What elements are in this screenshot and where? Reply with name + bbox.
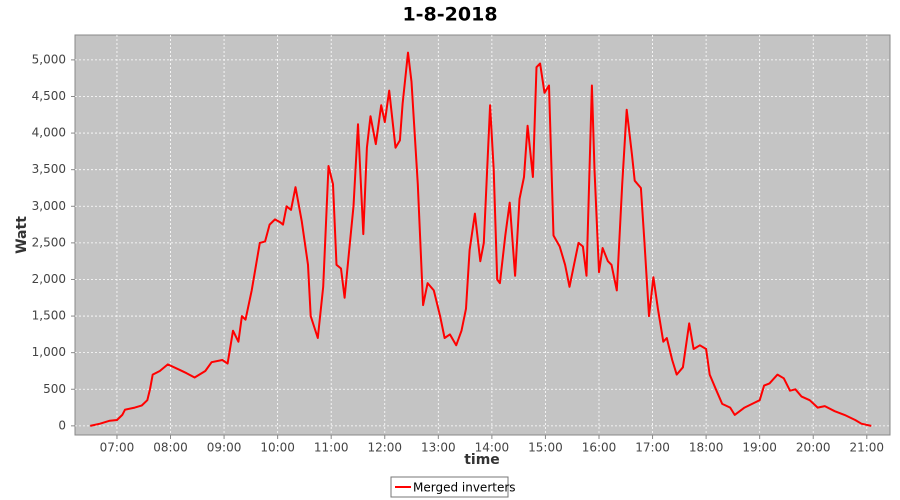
x-tick-label: 17:00 <box>635 441 670 455</box>
x-tick-label: 11:00 <box>314 441 349 455</box>
plot-area <box>74 34 891 436</box>
line-series <box>89 51 872 427</box>
y-tick-label: 3,000 <box>32 199 66 213</box>
y-tick-label: 0 <box>58 418 66 432</box>
y-tick-label: 3,500 <box>32 162 66 176</box>
legend-label: Merged inverters <box>413 481 516 495</box>
chart-title: 1-8-2018 <box>402 4 497 26</box>
y-tick-label: 2,500 <box>32 235 66 249</box>
x-tick-label: 12:00 <box>367 441 402 455</box>
y-tick-label: 1,000 <box>32 345 66 359</box>
y-tick-label: 2,000 <box>32 272 66 286</box>
y-tick-label: 4,000 <box>32 126 66 140</box>
x-tick-label: 16:00 <box>582 441 617 455</box>
x-tick-label: 14:00 <box>475 441 510 455</box>
y-tick-label: 500 <box>43 382 66 396</box>
x-tick-label: 08:00 <box>153 441 188 455</box>
x-tick-label: 09:00 <box>207 441 242 455</box>
x-tick-label: 10:00 <box>260 441 295 455</box>
y-tick-label: 5,000 <box>32 52 66 66</box>
x-tick-label: 19:00 <box>742 441 777 455</box>
x-tick-label: 13:00 <box>421 441 456 455</box>
x-tick-label: 15:00 <box>528 441 563 455</box>
legend <box>390 476 509 498</box>
y-tick-label: 1,500 <box>32 309 66 323</box>
x-axis-label: time <box>464 452 500 468</box>
x-tick-label: 07:00 <box>100 441 135 455</box>
x-tick-label: 20:00 <box>796 441 831 455</box>
x-tick-label: 21:00 <box>849 441 884 455</box>
y-tick-label: 4,500 <box>32 89 66 103</box>
y-axis-label: Watt <box>14 216 30 254</box>
x-tick-label: 18:00 <box>689 441 724 455</box>
